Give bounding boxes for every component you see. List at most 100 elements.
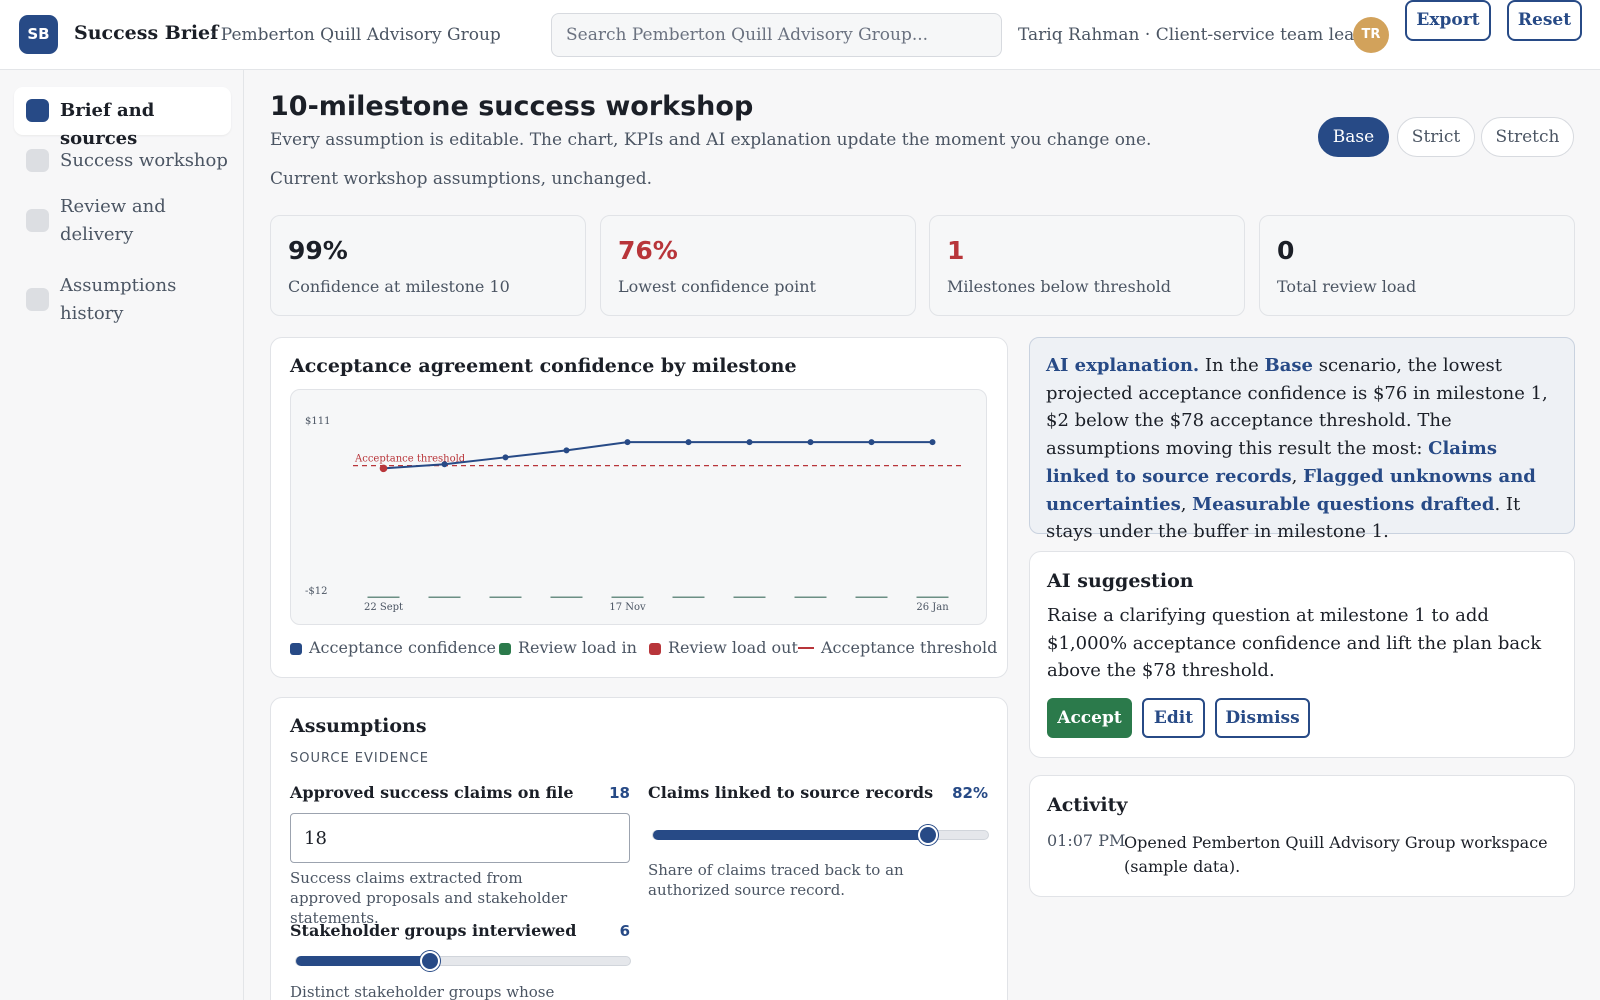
data-point xyxy=(685,439,692,446)
stakeholder-groups-slider[interactable] xyxy=(295,951,631,971)
app-logo: SB xyxy=(19,15,58,54)
ai-suggestion-text: Raise a clarifying question at milestone… xyxy=(1047,605,1542,681)
assumptions-panel: Assumptions SOURCE EVIDENCE Approved suc… xyxy=(270,697,1008,1000)
status-text: Current workshop assumptions, unchanged. xyxy=(270,169,653,189)
kpi-card: 0 Total review load xyxy=(1259,215,1575,316)
review-load-bar xyxy=(550,596,583,598)
dismiss-button[interactable]: Dismiss xyxy=(1215,698,1310,738)
reset-button[interactable]: Reset xyxy=(1507,0,1582,41)
review-load-bar xyxy=(611,596,644,598)
slider-fill xyxy=(296,956,430,966)
kpi-card: 99% Confidence at milestone 10 xyxy=(270,215,586,316)
kpi-label: Lowest confidence point xyxy=(618,277,816,296)
data-point xyxy=(563,447,570,454)
ai-explanation-panel: AI explanation. In the Base scenario, th… xyxy=(1029,337,1575,542)
kpi-value: 0 xyxy=(1277,236,1295,265)
legend-label: Review load out xyxy=(668,638,798,657)
lowest-point xyxy=(379,464,388,473)
chart-title: Acceptance agreement confidence by miles… xyxy=(290,355,797,377)
sidebar-item-label: Brief and sources xyxy=(60,100,155,149)
x-tick-label: 17 Nov xyxy=(609,602,646,613)
assumptions-title: Assumptions xyxy=(290,715,427,737)
review-load-bar xyxy=(367,596,400,598)
review-load-bar xyxy=(428,596,461,598)
review-load-bar xyxy=(855,596,888,598)
avatar[interactable]: TR xyxy=(1353,17,1389,53)
kpi-value: 76% xyxy=(618,236,678,265)
ai-suggestion-panel: AI suggestion Raise a clarifying questio… xyxy=(1029,551,1575,758)
sidebar: Brief and sources Success workshop Revie… xyxy=(0,70,244,1000)
ai-text-segment: . It stays under the buffer in milestone… xyxy=(1046,493,1521,543)
field-help: Share of claims traced back to an author… xyxy=(648,861,904,899)
legend-swatch xyxy=(649,643,661,655)
sidebar-item-label: Review and delivery xyxy=(60,196,166,245)
activity-text: Opened Pemberton Quill Advisory Group wo… xyxy=(1124,833,1548,876)
review-load-bar xyxy=(672,596,705,598)
driver-link[interactable]: Flagged unknowns and uncertainties xyxy=(1046,465,1536,515)
legend-swatch xyxy=(290,643,302,655)
export-button[interactable]: Export xyxy=(1405,0,1491,41)
slider-thumb[interactable] xyxy=(419,951,440,971)
ai-text-segment: In the xyxy=(1199,355,1265,376)
search-input[interactable] xyxy=(551,13,1002,57)
user-name: Tariq Rahman · Client-service team lead xyxy=(1018,25,1366,45)
ai-text-segment: , xyxy=(1291,465,1304,487)
slider-thumb[interactable] xyxy=(917,825,938,845)
page-subtitle: Every assumption is editable. The chart,… xyxy=(270,130,1152,150)
top-bar: SB Success Brief · Pemberton Quill Advis… xyxy=(0,0,1600,70)
scenario-base-button[interactable]: Base xyxy=(1318,117,1389,157)
legend-label: Acceptance confidence xyxy=(309,638,496,657)
scenario-stretch-button[interactable]: Stretch xyxy=(1481,117,1574,157)
sidebar-item-brief-and-sources[interactable]: Brief and sources xyxy=(14,87,231,149)
field-label: Stakeholder groups interviewed xyxy=(290,921,577,940)
nav-square-icon xyxy=(26,288,49,311)
slider-fill xyxy=(653,830,928,840)
legend-label: Review load in xyxy=(518,638,637,657)
confidence-line-chart: $111 -$12 Acceptance threshold 22 Sept 17 No… xyxy=(305,416,963,613)
field-help: Success claims extracted from approved p… xyxy=(290,869,568,927)
claims-linked-slider[interactable] xyxy=(652,825,989,845)
kpi-value: 99% xyxy=(288,236,348,265)
data-point xyxy=(441,461,448,468)
workspace-name: · Pemberton Quill Advisory Group xyxy=(210,25,501,45)
legend-label: Acceptance threshold xyxy=(821,638,998,657)
field-value: 6 xyxy=(619,922,630,940)
approved-claims-input[interactable] xyxy=(290,813,630,863)
legend-swatch xyxy=(499,643,511,655)
accept-button[interactable]: Accept xyxy=(1047,698,1132,738)
sidebar-item-success-workshop[interactable]: Success workshop xyxy=(14,137,231,185)
ai-text-segment: scenario, the lowest projected acceptanc… xyxy=(1046,355,1548,460)
threshold-label: Acceptance threshold xyxy=(354,454,466,465)
data-point xyxy=(746,439,753,446)
review-load-bar xyxy=(916,596,949,598)
data-point xyxy=(502,454,509,461)
scenario-strict-button[interactable]: Strict xyxy=(1397,117,1475,157)
sidebar-item-review-and-delivery[interactable]: Review and delivery xyxy=(14,188,231,254)
driver-link[interactable]: Claims linked to source records xyxy=(1046,438,1497,487)
x-tick-label: 26 Jan xyxy=(916,602,949,613)
nav-square-icon xyxy=(26,99,49,122)
sidebar-item-label: Success workshop xyxy=(60,150,228,171)
data-point xyxy=(868,439,875,446)
ai-explanation-text: AI explanation. In the Base scenario, th… xyxy=(1046,352,1556,546)
kpi-value: 1 xyxy=(947,236,965,265)
field-value: 82% xyxy=(952,784,988,802)
chart-panel: Acceptance agreement confidence by miles… xyxy=(270,337,1008,678)
legend-line xyxy=(798,647,814,649)
scenario-name: Base xyxy=(1264,355,1314,376)
driver-link[interactable]: Measurable questions drafted xyxy=(1192,493,1495,515)
activity-panel: Activity 01:07 PM Opened Pemberton Quill… xyxy=(1029,775,1575,897)
review-load-bar xyxy=(733,596,766,598)
edit-button[interactable]: Edit xyxy=(1142,698,1205,738)
kpi-label: Total review load xyxy=(1277,277,1417,296)
section-heading: SOURCE EVIDENCE xyxy=(290,751,429,766)
sidebar-item-assumptions-history[interactable]: Assumptions history xyxy=(14,267,231,333)
nav-square-icon xyxy=(26,209,49,232)
y-tick-label: $111 xyxy=(305,416,330,427)
y-tick-label: -$12 xyxy=(305,586,327,597)
data-point xyxy=(929,439,936,446)
chart-legend: Acceptance confidence Review load in Rev… xyxy=(290,637,997,659)
kpi-label: Milestones below threshold xyxy=(947,277,1172,296)
ai-suggestion-title: AI suggestion xyxy=(1047,570,1194,592)
kpi-card: 76% Lowest confidence point xyxy=(600,215,916,316)
